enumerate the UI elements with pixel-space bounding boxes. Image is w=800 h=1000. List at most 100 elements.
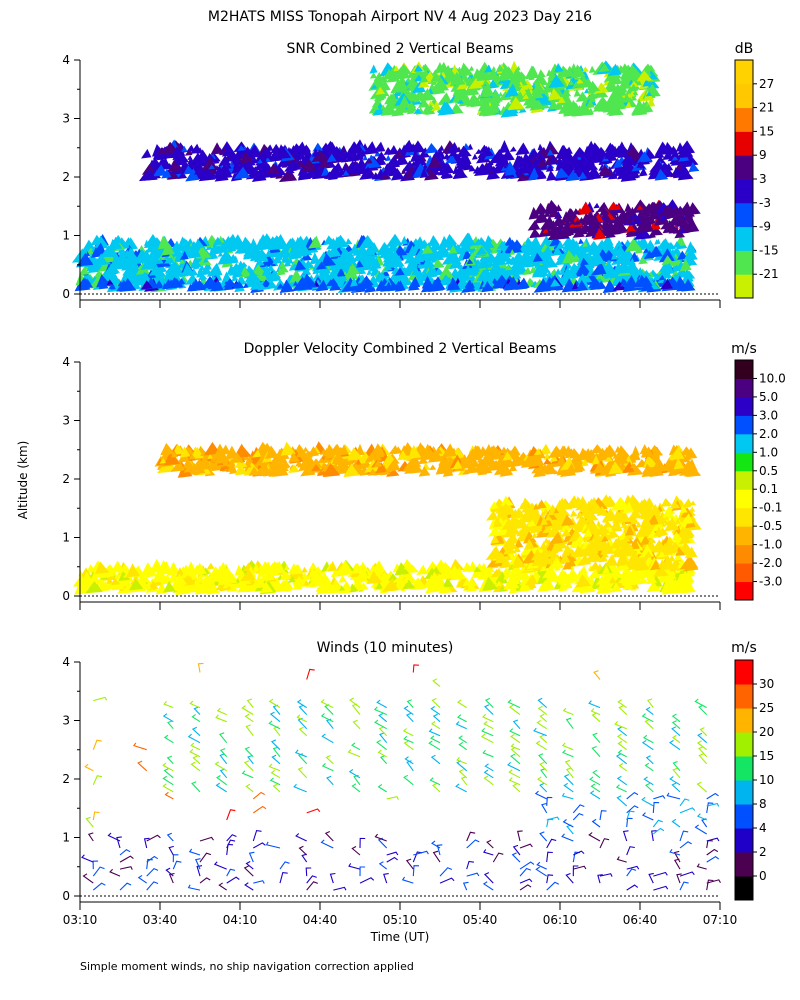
snr-cell [106, 279, 114, 286]
snr-colorbar-swatch [735, 107, 753, 132]
doppler-colorbar-label: 0.5 [759, 464, 778, 478]
wind-barb [219, 748, 228, 758]
snr-cell [374, 93, 384, 102]
snr-cell [624, 202, 632, 212]
snr-cell [173, 168, 182, 175]
snr-cell [527, 147, 539, 158]
doppler-cell [293, 581, 303, 590]
wind-barb [245, 861, 254, 870]
snr-cell [604, 148, 616, 160]
snr-cell [684, 241, 697, 255]
doppler-colorbar-label: 2.0 [759, 427, 778, 441]
snr-cell [672, 227, 680, 234]
snr-cell [340, 155, 349, 163]
wind-barb [199, 852, 212, 863]
snr-cell [554, 268, 562, 276]
snr-cell [212, 236, 224, 246]
snr-cell [424, 167, 439, 181]
snr-cell [203, 257, 209, 263]
wind-barb [213, 861, 227, 870]
doppler-y-tick-label: 0 [62, 589, 70, 603]
doppler-cell [206, 562, 215, 570]
snr-cell [119, 279, 137, 292]
doppler-colorbar-swatch [735, 452, 753, 472]
doppler-y-tick-label: 1 [62, 531, 70, 545]
wind-barb [241, 770, 254, 779]
snr-cell [614, 203, 621, 211]
snr-cell [199, 264, 212, 276]
snr-cell [546, 169, 557, 181]
snr-cell [210, 142, 223, 155]
snr-cell [364, 154, 381, 169]
snr-cell [557, 96, 566, 104]
snr-cell [185, 168, 200, 182]
snr-cell [612, 158, 623, 169]
wind-barb [191, 714, 201, 723]
doppler-colorbar-swatch [735, 526, 753, 546]
snr-cell [366, 158, 373, 164]
snr-cell [362, 154, 368, 161]
snr-cell [146, 241, 151, 247]
snr-cell [265, 156, 272, 163]
wind-barb [92, 811, 100, 821]
snr-cell [681, 269, 694, 283]
snr-cell [509, 78, 519, 87]
snr-cell [437, 92, 453, 105]
snr-cell [515, 65, 521, 71]
wind-barb [162, 783, 174, 793]
snr-cell [342, 163, 348, 171]
snr-cell [464, 263, 472, 274]
snr-cell [610, 222, 624, 235]
snr-cell [481, 238, 495, 249]
snr-cell [223, 281, 234, 291]
snr-cell [658, 274, 666, 281]
snr-colorbar-label: -3 [759, 196, 771, 210]
snr-cell [553, 247, 559, 253]
snr-cell [621, 94, 632, 103]
snr-cell [533, 202, 549, 215]
snr-cell [587, 142, 604, 156]
snr-cell [454, 243, 463, 251]
wind-barb [119, 855, 134, 863]
snr-cell [573, 66, 583, 75]
snr-cell [356, 157, 368, 170]
snr-cell [495, 250, 513, 263]
snr-cell [394, 66, 406, 77]
wind-barb [190, 761, 201, 772]
wind-barb [162, 762, 174, 772]
snr-cell [265, 264, 275, 272]
snr-cell [425, 281, 434, 288]
snr-cell [593, 96, 612, 110]
snr-cell [87, 263, 100, 274]
wind-barb [87, 832, 94, 842]
snr-cell [578, 238, 584, 245]
snr-cell [500, 71, 510, 82]
snr-cell [636, 151, 652, 163]
snr-cell [486, 167, 501, 180]
snr-cell [613, 245, 627, 256]
snr-cell [239, 151, 255, 165]
snr-cell [511, 154, 524, 169]
snr-cell [178, 259, 186, 264]
snr-cell [463, 81, 480, 97]
snr-cell [413, 95, 420, 103]
snr-cell [312, 265, 321, 275]
snr-cell [588, 65, 596, 73]
snr-cell [98, 281, 109, 290]
snr-cell [568, 80, 574, 86]
snr-cell [87, 246, 95, 254]
snr-cell [367, 144, 375, 152]
snr-cell [393, 280, 405, 290]
snr-colorbar-swatch [735, 179, 753, 204]
snr-cell [560, 230, 570, 238]
snr-cell [394, 267, 405, 276]
snr-cell [554, 167, 570, 179]
snr-cell [653, 150, 665, 159]
snr-cell [539, 216, 546, 223]
snr-cell [194, 166, 206, 175]
snr-cell [556, 240, 564, 249]
snr-cell [304, 164, 323, 179]
snr-cell [187, 154, 193, 160]
snr-cell [589, 280, 602, 291]
snr-cell [548, 99, 559, 110]
